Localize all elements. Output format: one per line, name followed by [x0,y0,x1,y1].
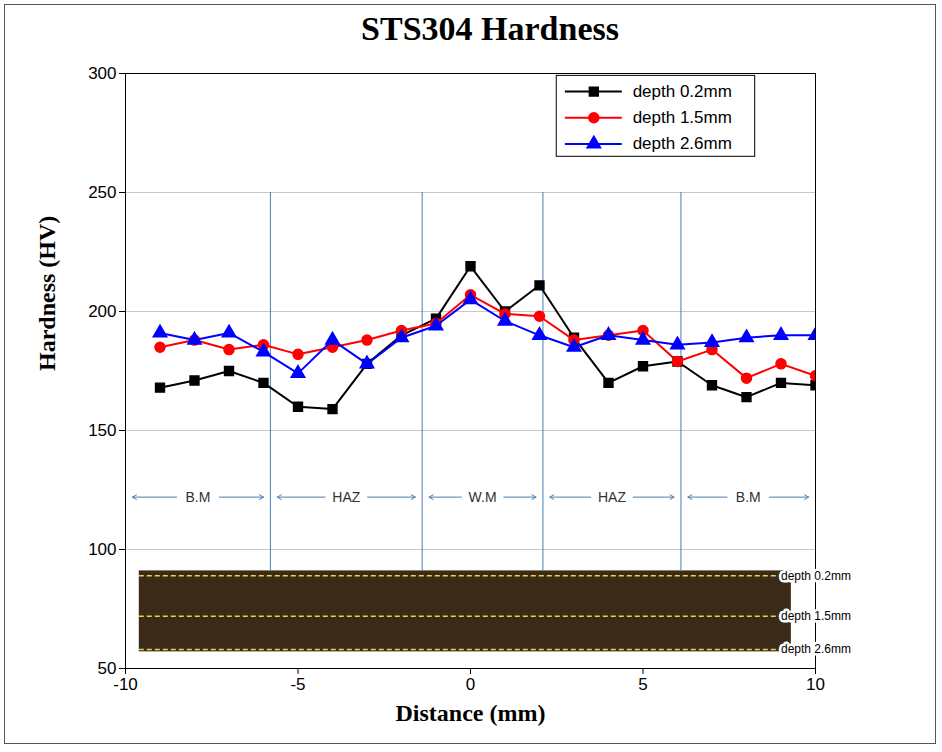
svg-text:depth 1.5mm: depth 1.5mm [781,609,851,623]
svg-text:5: 5 [638,675,647,694]
svg-text:depth 0.2mm: depth 0.2mm [781,569,851,583]
svg-text:300: 300 [88,64,116,83]
svg-text:Distance (mm): Distance (mm) [396,700,546,726]
svg-text:0: 0 [466,675,475,694]
svg-text:10: 10 [806,675,825,694]
svg-text:B.M: B.M [736,489,761,505]
svg-text:depth 1.5mm: depth 1.5mm [633,108,732,127]
svg-text:-10: -10 [113,675,138,694]
svg-text:-5: -5 [290,675,305,694]
svg-text:Hardness (HV): Hardness (HV) [34,216,60,371]
svg-text:B.M: B.M [186,489,211,505]
svg-text:200: 200 [88,302,116,321]
svg-text:50: 50 [97,658,117,678]
svg-text:100: 100 [88,540,116,559]
svg-text:250: 250 [88,183,116,202]
svg-text:depth 2.6mm: depth 2.6mm [781,642,851,656]
svg-text:depth 2.6mm: depth 2.6mm [633,134,732,153]
svg-text:HAZ: HAZ [598,489,626,505]
svg-text:depth 0.2mm: depth 0.2mm [633,82,732,101]
svg-text:150: 150 [88,421,116,440]
svg-text:HAZ: HAZ [332,489,360,505]
html-text:STS304 Hardness: STS304 Hardness [361,10,619,47]
svg-text:W.M: W.M [469,489,497,505]
